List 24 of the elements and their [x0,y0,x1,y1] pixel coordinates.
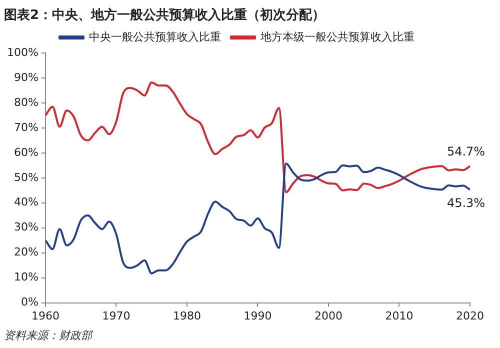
y-tick-label: 100% [6,46,38,59]
y-tick-label: 10% [14,270,38,284]
annotation: 54.7% [446,144,486,158]
x-tick-label: 2020 [456,309,484,322]
y-tick-label: 30% [14,220,38,234]
x-tick-label: 2010 [385,309,414,322]
y-tick-label: 90% [14,70,38,84]
y-tick-label: 20% [14,246,38,259]
y-tick-label: 0% [20,296,38,309]
y-tick-label: 40% [14,196,38,209]
chart-title: 图表2：中央、地方一般公共预算收入比重（初次分配） [3,6,326,23]
x-tick-label: 2000 [314,309,342,322]
x-tick-label: 1960 [31,309,60,322]
x-tick-label: 1980 [172,309,201,322]
legend-label: 中央一般公共预算收入比重 [89,30,221,44]
y-tick-label: 70% [14,120,38,134]
legend-label: 地方本级一般公共预算收入比重 [260,30,414,44]
y-tick-label: 60% [14,146,38,159]
text: 资料来源：财政部 [3,328,94,343]
y-tick-label: 80% [14,96,38,109]
y-tick-label: 50% [14,170,38,184]
x-tick-label: 1970 [102,309,130,322]
x-tick-label: 1990 [244,309,272,322]
annotation: 45.3% [446,196,486,210]
